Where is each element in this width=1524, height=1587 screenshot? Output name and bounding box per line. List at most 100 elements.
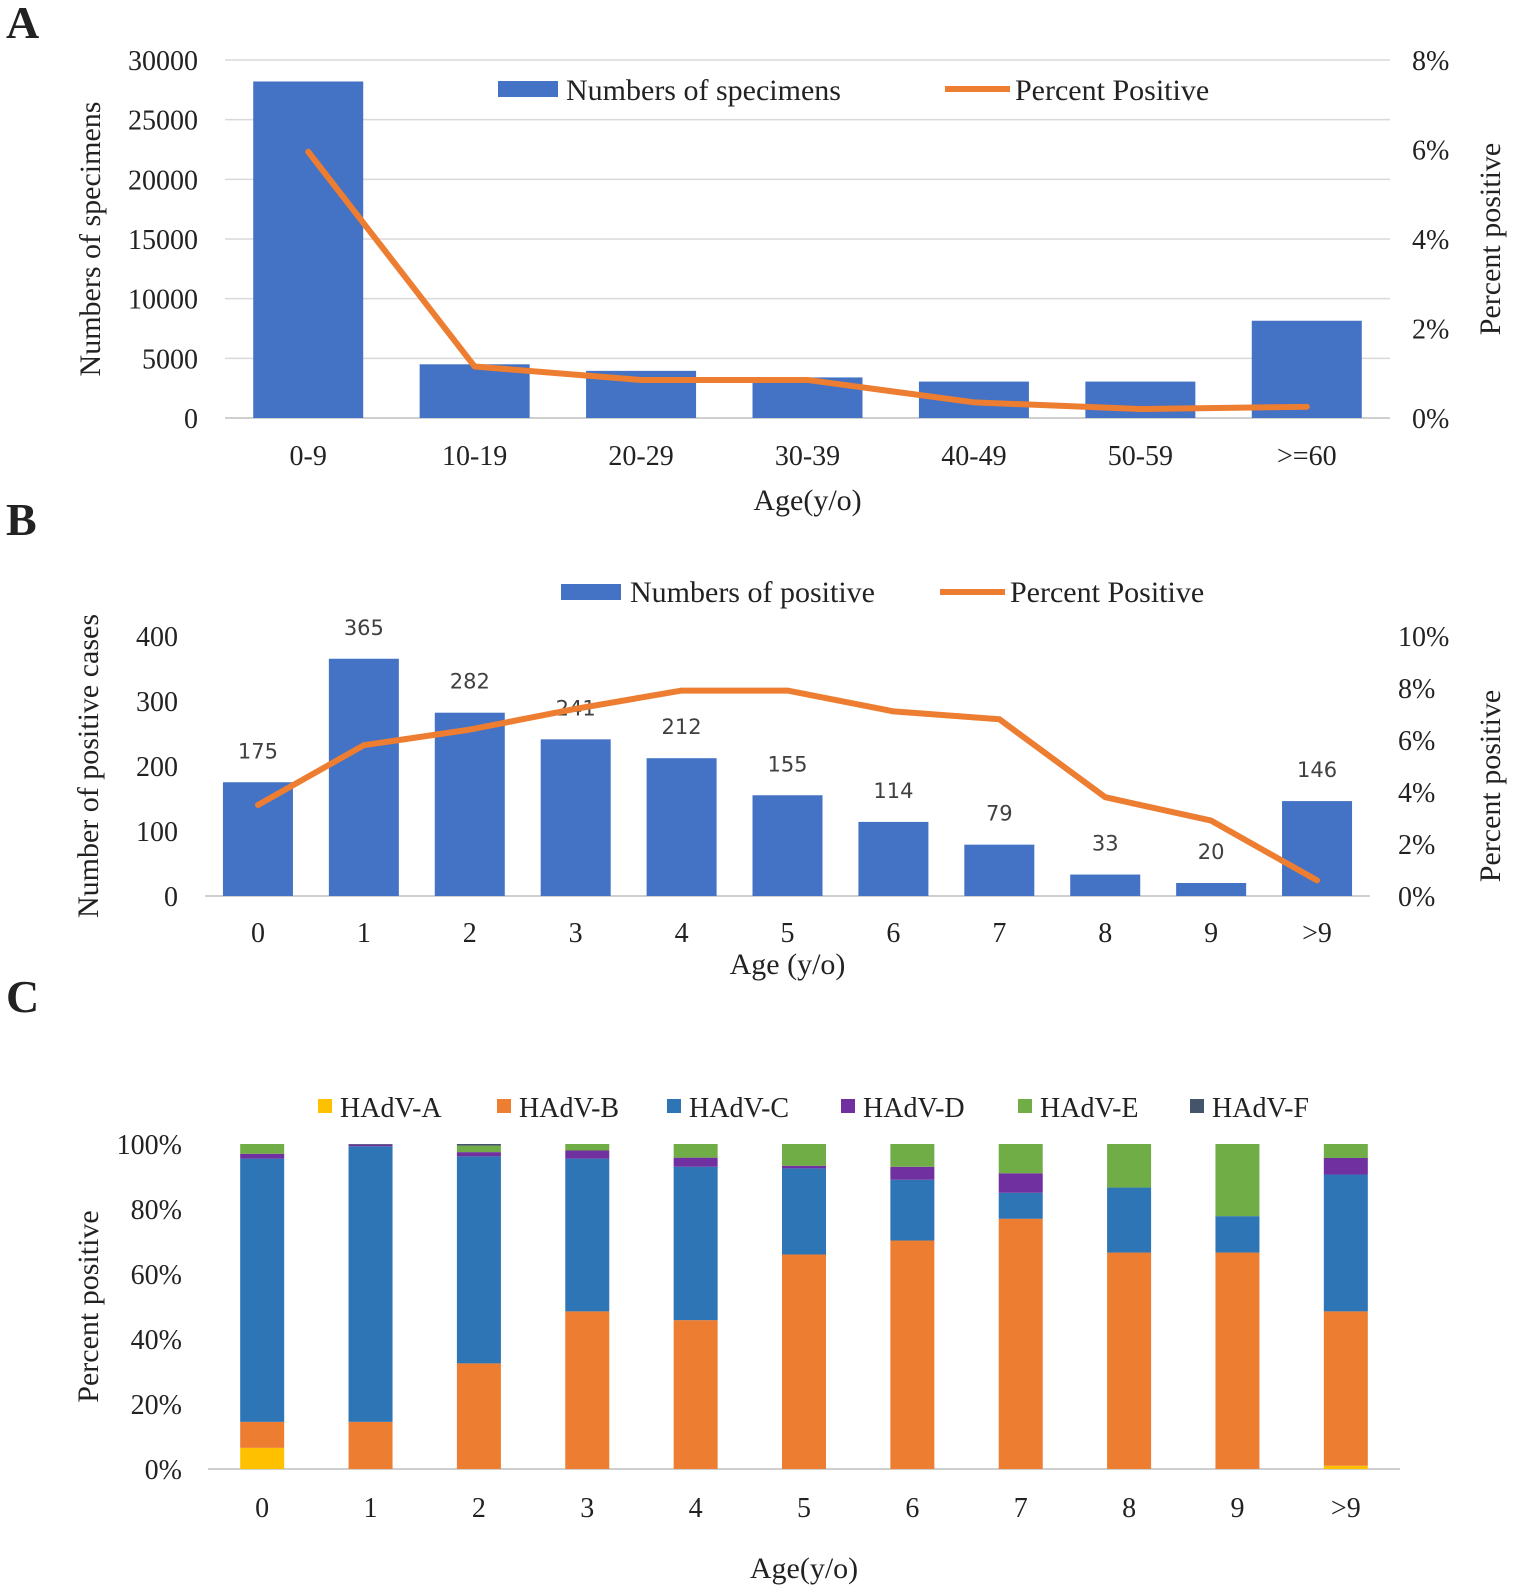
bar-segment-hadv-d [890,1166,935,1180]
y2-axis-title: Percent positive [1474,143,1507,335]
data-label: 365 [344,616,384,640]
bar-segment-hadv-e [1215,1144,1260,1217]
bar-segment-hadv-e [456,1145,501,1153]
bar-segment-hadv-c [1323,1174,1368,1312]
bar-segment-hadv-e [1107,1144,1152,1188]
x-tick-label: 5 [781,918,795,949]
x-tick-label: 10-19 [442,441,507,472]
y-tick-label: 15000 [128,225,198,256]
bar-segment-hadv-c [565,1158,610,1312]
bar [540,739,611,896]
y2-tick-label: 8% [1398,674,1435,705]
legend-swatch [497,1099,511,1113]
x-axis-title: Age(y/o) [753,484,861,517]
legend-label: HAdV-F [1212,1093,1309,1124]
bar-segment-hadv-d [1323,1157,1368,1175]
data-label: 175 [238,739,278,763]
x-tick-label: 7 [992,918,1006,949]
bar-segment-hadv-f [456,1144,501,1146]
bar-segment-hadv-d [782,1165,826,1169]
y-tick-label: 400 [136,622,178,653]
panel-label-a: A [6,0,39,48]
data-label: 114 [873,779,913,803]
y-tick-label: 0% [145,1455,182,1486]
bar [222,782,293,896]
bar [752,795,823,896]
x-tick-label: >9 [1302,918,1332,949]
bar-segment-hadv-e [1323,1144,1368,1158]
x-axis-title: Age(y/o) [750,1552,858,1585]
y-tick-label: 20000 [128,165,198,196]
bar-segment-hadv-b [348,1421,393,1469]
panel-label-c: C [6,971,39,1022]
bar [1251,320,1362,418]
x-tick-label: 30-39 [775,441,840,472]
bar-segment-hadv-b [673,1320,718,1469]
legend-label: HAdV-A [340,1093,442,1124]
x-axis-title: Age (y/o) [730,948,846,981]
bar-segment-hadv-c [890,1179,935,1241]
legend-label: Percent Positive [1010,576,1204,609]
x-tick-label: 40-49 [941,441,1006,472]
bar-segment-hadv-b [1323,1311,1368,1466]
bar-segment-hadv-e [240,1144,285,1154]
y-tick-label: 25000 [128,106,198,137]
bar [1176,883,1247,896]
bar-segment-hadv-c [348,1146,393,1422]
legend-swatch-bar [561,584,621,600]
y2-tick-label: 6% [1398,726,1435,757]
bar-segment-hadv-a [240,1447,285,1469]
legend-label: HAdV-C [689,1093,789,1124]
x-tick-label: 0 [255,1493,269,1524]
bar-segment-hadv-b [890,1240,935,1469]
y2-axis-title: Percent positive [1474,690,1507,882]
legend-swatch [667,1099,681,1113]
y2-tick-label: 4% [1412,225,1449,256]
y2-tick-label: 2% [1398,830,1435,861]
x-tick-label: 6 [905,1493,919,1524]
bar [419,364,530,418]
legend-swatch-bar [498,81,558,97]
panel-a: A 0 5000 10000 15000 20000 25000 30000 0% 2% 4% 6% 8… [6,0,1507,517]
bar-segment-hadv-c [1107,1187,1152,1253]
bar-segment-hadv-a [1323,1465,1368,1469]
series-line-percent-positive [305,148,1310,413]
y-tick-label: 80% [131,1195,182,1226]
x-tick-label: 0-9 [290,441,327,472]
bar-segment-hadv-d [456,1152,501,1157]
bar-segment-hadv-e [565,1144,610,1151]
data-label: 33 [1092,832,1119,856]
legend-swatch [1190,1099,1204,1113]
x-tick-label: 9 [1204,918,1218,949]
x-tick-label: 8 [1122,1493,1136,1524]
y-axis-title: Number of positive cases [72,614,105,918]
x-tick-label: >9 [1331,1493,1361,1524]
bar-segment-hadv-c [1215,1216,1260,1253]
bar-segment-hadv-c [782,1168,826,1255]
bar-segment-hadv-b [565,1311,610,1469]
y2-tick-label: 10% [1398,622,1449,653]
bar-segment-hadv-e [998,1144,1043,1174]
y2-tick-label: 2% [1412,315,1449,346]
bar-segment-hadv-c [673,1166,718,1321]
x-tick-label: 8 [1098,918,1112,949]
y-tick-label: 30000 [128,46,198,77]
data-label: 282 [450,670,490,694]
y-tick-label: 40% [131,1325,182,1356]
data-label: 212 [662,715,702,739]
data-label: 79 [986,802,1013,826]
legend-label: Numbers of positive [630,576,875,609]
series-line-percent-positive [254,687,1321,884]
bar [858,821,929,896]
bar [646,758,717,896]
y-tick-label: 200 [136,752,178,783]
y-tick-label: 100% [117,1130,182,1161]
bar-segment-hadv-b [456,1363,501,1469]
data-label: 146 [1297,758,1337,782]
panel-label-b: B [6,494,37,545]
y-tick-label: 20% [131,1390,182,1421]
x-tick-label: 9 [1230,1493,1244,1524]
legend-label: Percent Positive [1015,74,1209,107]
x-tick-label: 4 [689,1493,703,1524]
bar-segment-hadv-f [348,1144,393,1145]
